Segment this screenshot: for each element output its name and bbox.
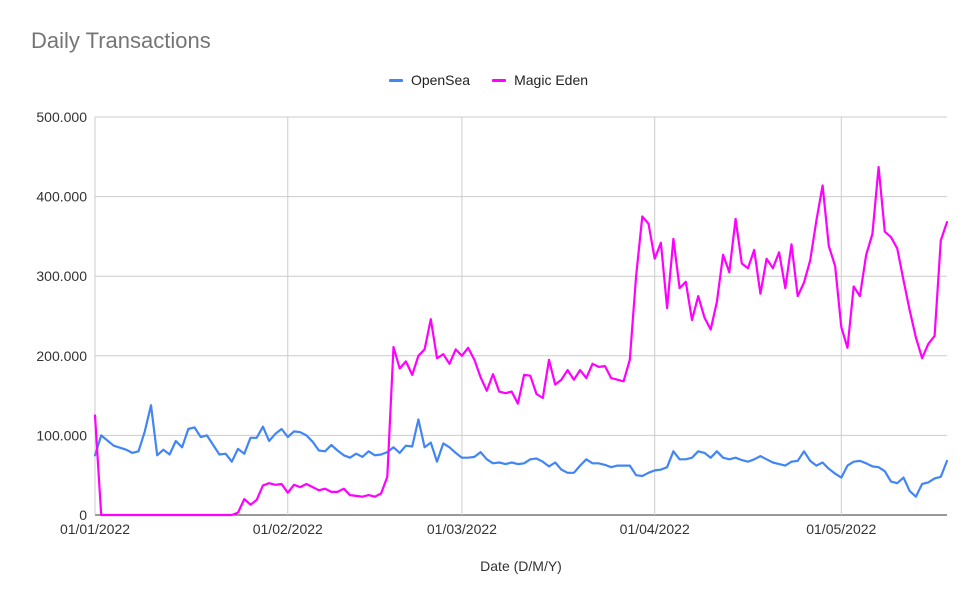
legend-item-opensea[interactable]: OpenSea — [388, 72, 471, 88]
legend-item-magic-eden[interactable]: Magic Eden — [492, 72, 588, 88]
x-tick-label: 01/04/2022 — [620, 521, 690, 537]
x-axis: 01/01/2022 01/02/2022 01/03/2022 01/04/2022… — [60, 521, 877, 537]
x-tick-label: 01/05/2022 — [806, 521, 876, 537]
grid-lines — [94, 116, 947, 516]
legend: OpenSea Magic Eden — [0, 72, 977, 88]
y-tick-label: 400.000 — [36, 189, 87, 205]
x-tick-label: 01/02/2022 — [253, 521, 323, 537]
y-axis: 0 100.000 200.000 300.000 400.000 500.000 — [36, 109, 87, 523]
y-tick-label: 0 — [79, 507, 87, 523]
chart-title: Daily Transactions — [31, 28, 211, 53]
series-line-opensea[interactable] — [93, 404, 949, 498]
x-axis-title: Date (D/M/Y) — [480, 558, 562, 574]
x-tick-label: 01/03/2022 — [427, 521, 497, 537]
legend-swatch-magic-eden — [492, 78, 507, 82]
legend-swatch-opensea — [388, 78, 403, 82]
y-tick-label: 300.000 — [36, 268, 87, 284]
y-tick-label: 100.000 — [36, 427, 87, 443]
series-line-magic-eden[interactable] — [93, 166, 949, 517]
x-tick-label: 01/01/2022 — [60, 521, 130, 537]
series-lines — [93, 166, 949, 517]
y-tick-label: 500.000 — [36, 109, 87, 125]
y-tick-label: 200.000 — [36, 348, 87, 364]
legend-label-magic-eden: Magic Eden — [514, 72, 589, 88]
legend-label-opensea: OpenSea — [410, 72, 471, 88]
